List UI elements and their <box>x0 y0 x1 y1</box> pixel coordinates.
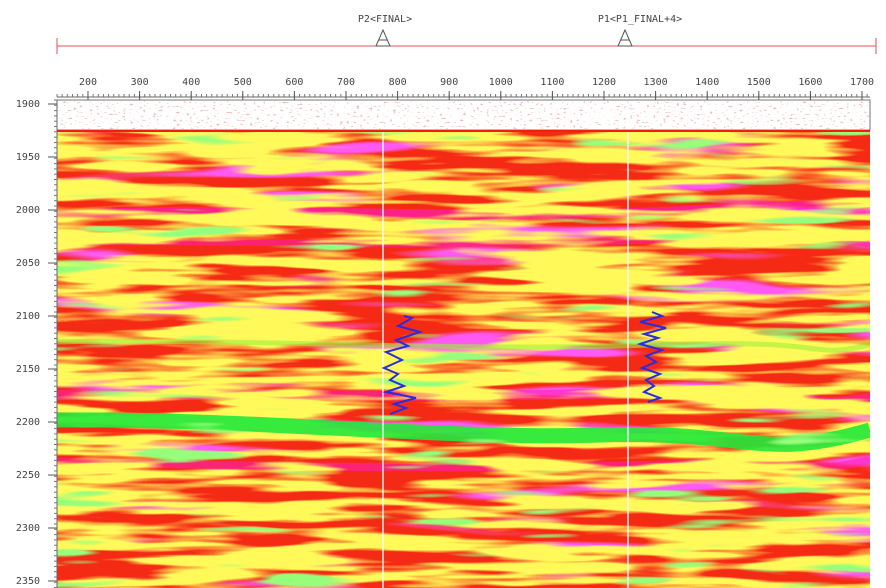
x-tick-label: 1100 <box>540 77 564 88</box>
well-label: P1<P1_FINAL+4> <box>598 14 682 25</box>
x-tick-label: 1400 <box>695 77 719 88</box>
x-tick-label: 1000 <box>489 77 513 88</box>
y-tick-label: 2050 <box>16 258 40 269</box>
x-tick-label: 1500 <box>747 77 771 88</box>
x-tick-label: 900 <box>440 77 458 88</box>
well-ruler: P2<FINAL> P1<P1_FINAL+4> <box>56 14 877 54</box>
x-tick-label: 200 <box>79 77 97 88</box>
x-tick-label: 600 <box>285 77 303 88</box>
x-tick-label: 1200 <box>592 77 616 88</box>
x-tick-label: 300 <box>131 77 149 88</box>
y-tick-label: 2150 <box>16 364 40 375</box>
y-tick-label: 2300 <box>16 523 40 534</box>
x-tick-label: 500 <box>234 77 252 88</box>
y-tick-label: 2350 <box>16 576 40 587</box>
header-noise <box>58 101 869 129</box>
y-tick-label: 2100 <box>16 311 40 322</box>
y-tick-label: 1900 <box>16 99 40 110</box>
x-tick-label: 700 <box>337 77 355 88</box>
well-label: P2<FINAL> <box>358 14 412 25</box>
x-tick-label: 1600 <box>798 77 822 88</box>
axes: 200 300 400 500 600 700 800 900 1000 1100 1200 1300… <box>16 77 874 588</box>
y-tick-label: 2250 <box>16 470 40 481</box>
x-tick-label: 800 <box>389 77 407 88</box>
y-tick-label: 2200 <box>16 417 40 428</box>
well-log <box>381 315 424 415</box>
y-tick-label: 1950 <box>16 152 40 163</box>
x-tick-label: 400 <box>182 77 200 88</box>
well-log <box>636 311 667 403</box>
x-tick-label: 1700 <box>850 77 874 88</box>
seismic-image <box>57 130 870 588</box>
x-tick-label: 1300 <box>644 77 668 88</box>
y-tick-label: 2000 <box>16 205 40 216</box>
